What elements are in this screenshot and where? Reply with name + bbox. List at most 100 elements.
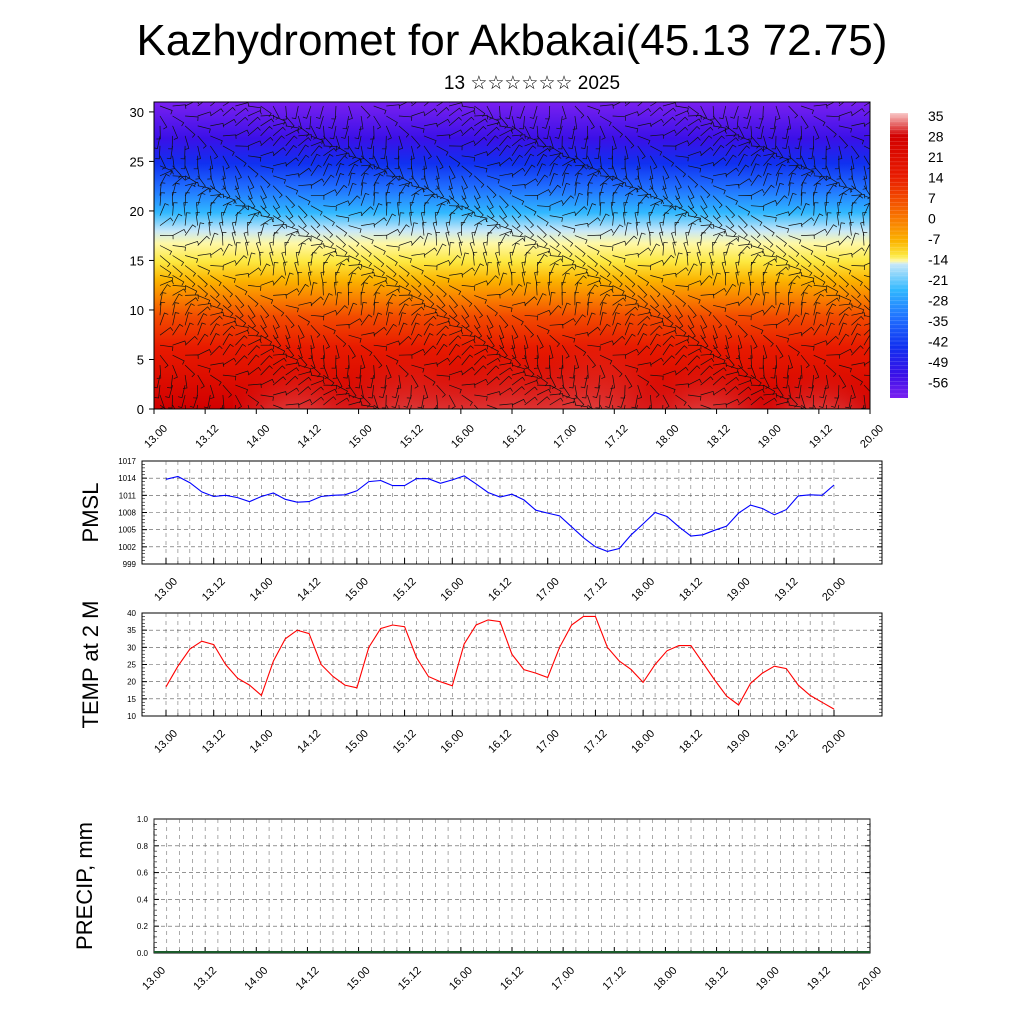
wind-barb <box>436 118 451 127</box>
wind-barb <box>712 185 726 195</box>
wind-barb <box>285 125 300 132</box>
wind-barb <box>750 250 765 256</box>
wind-barb <box>725 386 739 396</box>
wind-barb <box>612 297 626 306</box>
wind-barb <box>486 115 500 125</box>
wind-barb <box>398 212 405 226</box>
wind-barb <box>549 258 564 266</box>
wind-barb <box>524 252 531 266</box>
wind-barb <box>272 195 281 210</box>
wind-barb <box>687 348 702 356</box>
wind-barb <box>750 396 764 406</box>
wind-barb <box>637 202 643 216</box>
colorbar-label: 7 <box>928 190 936 206</box>
wind-barb <box>712 157 727 167</box>
wind-barb <box>524 296 538 306</box>
wind-barb <box>620 385 626 399</box>
wind-barb <box>826 224 837 236</box>
wind-barb <box>474 394 488 401</box>
wind-barb <box>738 225 748 238</box>
wind-barb <box>285 157 299 167</box>
wind-barb <box>599 228 614 236</box>
wind-barb <box>247 211 262 217</box>
wind-barb <box>461 339 476 346</box>
wind-barb <box>423 345 437 356</box>
wind-barb <box>671 231 676 246</box>
wind-barb <box>247 315 256 329</box>
wind-barb <box>838 135 849 149</box>
wind-barb <box>486 376 500 386</box>
wind-barb <box>411 322 420 336</box>
wind-barb <box>612 182 627 187</box>
wind-barb <box>386 104 400 109</box>
wind-barb <box>612 184 624 196</box>
wind-barb <box>486 122 501 127</box>
wind-barb <box>851 194 866 199</box>
wind-barb <box>863 314 870 318</box>
y-axis-label: TEMP at 2 M <box>78 601 103 729</box>
wind-barb <box>411 295 424 305</box>
wind-barb <box>725 137 739 147</box>
colorbar-label: -28 <box>928 293 948 309</box>
wind-barb <box>421 165 426 180</box>
wind-barb <box>285 315 295 329</box>
wind-barb <box>862 165 868 180</box>
wind-barb <box>285 185 299 195</box>
wind-barb <box>675 267 689 276</box>
wind-barb <box>650 275 664 283</box>
wind-barb <box>323 245 337 253</box>
x-tick-label: 17.12 <box>600 965 628 993</box>
wind-barb <box>360 265 374 274</box>
x-tick-label: 17.00 <box>549 965 577 993</box>
wind-barb <box>335 263 345 276</box>
wind-barb <box>310 314 325 321</box>
wind-barb <box>315 115 324 129</box>
wind-barb <box>461 267 475 276</box>
wind-barb <box>445 221 451 236</box>
wind-barb <box>605 385 613 399</box>
wind-barb <box>197 333 209 346</box>
wind-barb <box>474 334 486 346</box>
wind-barb <box>486 185 497 199</box>
wind-barb <box>587 301 593 316</box>
wind-barb <box>368 145 375 160</box>
wind-barb <box>159 173 170 186</box>
wind-barb <box>687 334 700 346</box>
x-tick-label: 13.12 <box>200 576 228 604</box>
wind-barb <box>159 265 172 277</box>
wind-barb <box>323 189 338 197</box>
wind-barb <box>524 178 538 186</box>
wind-barb <box>359 385 365 399</box>
wind-barb <box>738 215 748 229</box>
wind-barb <box>723 251 728 266</box>
wind-barb <box>750 245 764 254</box>
wind-barb <box>650 145 663 156</box>
wind-barb <box>735 345 741 359</box>
wind-barb <box>725 215 735 229</box>
wind-barb <box>486 215 499 227</box>
wind-barb <box>197 306 211 316</box>
wind-barb <box>549 292 556 306</box>
wind-barb <box>335 334 347 348</box>
wind-barb <box>599 275 612 286</box>
wind-barb <box>574 404 589 409</box>
wind-barb <box>398 115 413 121</box>
wind-barb <box>486 224 501 229</box>
wind-barb <box>448 255 461 266</box>
wind-barb <box>247 126 261 137</box>
wind-barb <box>310 396 324 406</box>
wind-barb <box>235 384 249 394</box>
wind-barb <box>687 365 701 376</box>
wind-barb <box>423 175 429 190</box>
wind-barb <box>272 147 286 157</box>
wind-barb <box>662 107 676 117</box>
wind-barb <box>775 394 789 404</box>
wind-barb <box>499 403 514 408</box>
wind-barb <box>307 261 313 276</box>
wind-barb <box>335 225 348 237</box>
wind-barb <box>308 345 313 359</box>
wind-barb <box>283 261 288 276</box>
wind-barb <box>662 175 667 190</box>
wind-barb <box>838 306 852 316</box>
wind-barb <box>184 297 199 306</box>
